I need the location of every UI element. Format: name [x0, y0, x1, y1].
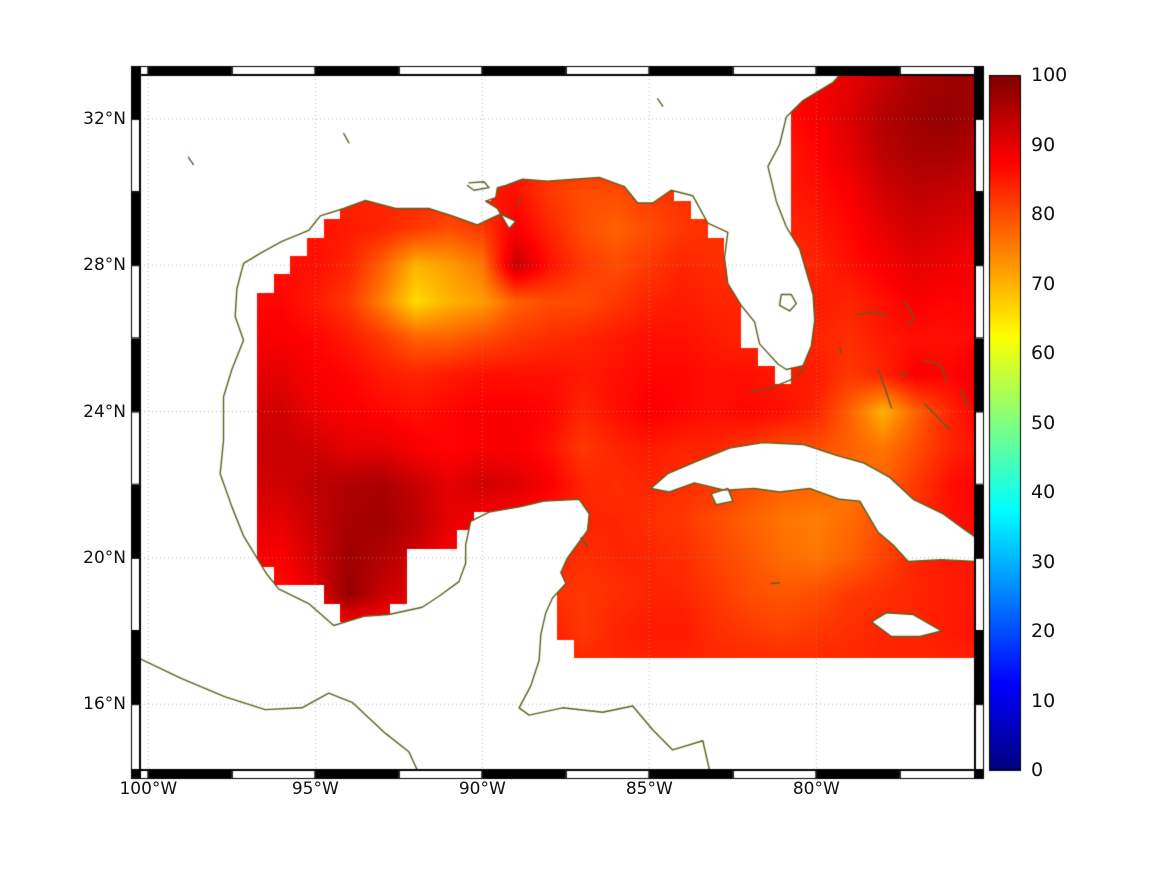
lat-tick-label: 16°N	[83, 694, 126, 715]
colorbar-tick-label: 40	[1031, 481, 1056, 503]
colorbar-tick-label: 100	[1031, 64, 1068, 86]
lat-tick-label: 32°N	[83, 108, 126, 129]
lat-tick-label: 28°N	[83, 255, 126, 276]
lon-tick-label: 80°W	[792, 779, 840, 799]
colorbar-tick-label: 90	[1031, 133, 1056, 156]
colorbar-tick-label: 0	[1031, 759, 1044, 781]
lat-tick-label: 24°N	[83, 401, 126, 422]
colorbar-tick-label: 30	[1031, 550, 1056, 573]
colorbar-tick-label: 60	[1031, 342, 1056, 364]
colorbar-tick-label: 50	[1031, 411, 1056, 434]
colorbar-tick-label: 70	[1031, 272, 1056, 295]
lon-tick-label: 95°W	[291, 779, 339, 799]
colorbar-tick-label: 80	[1031, 203, 1056, 225]
lon-tick-label: 85°W	[625, 779, 673, 799]
colorbar-tick-label: 20	[1031, 620, 1056, 642]
colorbar-tick-label: 10	[1031, 689, 1056, 712]
lat-tick-label: 20°N	[83, 547, 126, 568]
lon-tick-label: 90°W	[458, 779, 506, 799]
lon-tick-label: 100°W	[119, 779, 178, 799]
